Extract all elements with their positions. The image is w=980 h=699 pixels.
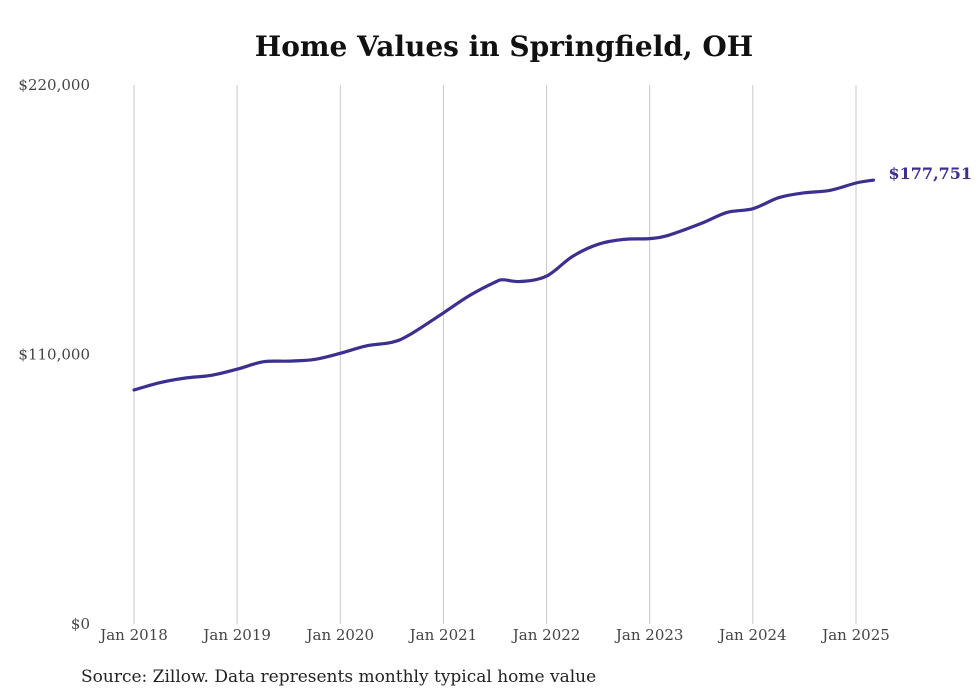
y-tick-label: $0: [71, 615, 90, 633]
y-tick-label: $110,000: [18, 346, 90, 364]
chart-title: Home Values in Springfield, OH: [254, 30, 754, 63]
x-axis-ticks: Jan 2018 Jan 2019 Jan 2020 Jan 2021 Jan 2022…: [98, 626, 890, 644]
series: [132, 178, 876, 392]
y-axis-ticks: $0 $110,000 $220,000: [18, 76, 90, 633]
x-tick-label: Jan 2025: [820, 626, 890, 644]
x-tick-label: Jan 2020: [305, 626, 375, 644]
end-labels: $177,751: [889, 164, 973, 183]
x-tick-label: Jan 2022: [511, 626, 581, 644]
y-tick-label: $220,000: [18, 76, 90, 94]
end-value-label: $177,751: [889, 164, 973, 183]
series-line-0: [132, 178, 876, 392]
gridlines: [133, 85, 857, 624]
x-tick-label: Jan 2021: [408, 626, 478, 644]
x-tick-label: Jan 2019: [201, 626, 271, 644]
x-tick-label: Jan 2018: [98, 626, 168, 644]
source-note: Source: Zillow. Data represents monthly …: [81, 667, 597, 687]
x-tick-label: Jan 2023: [614, 626, 684, 644]
x-tick-label: Jan 2024: [717, 626, 787, 644]
